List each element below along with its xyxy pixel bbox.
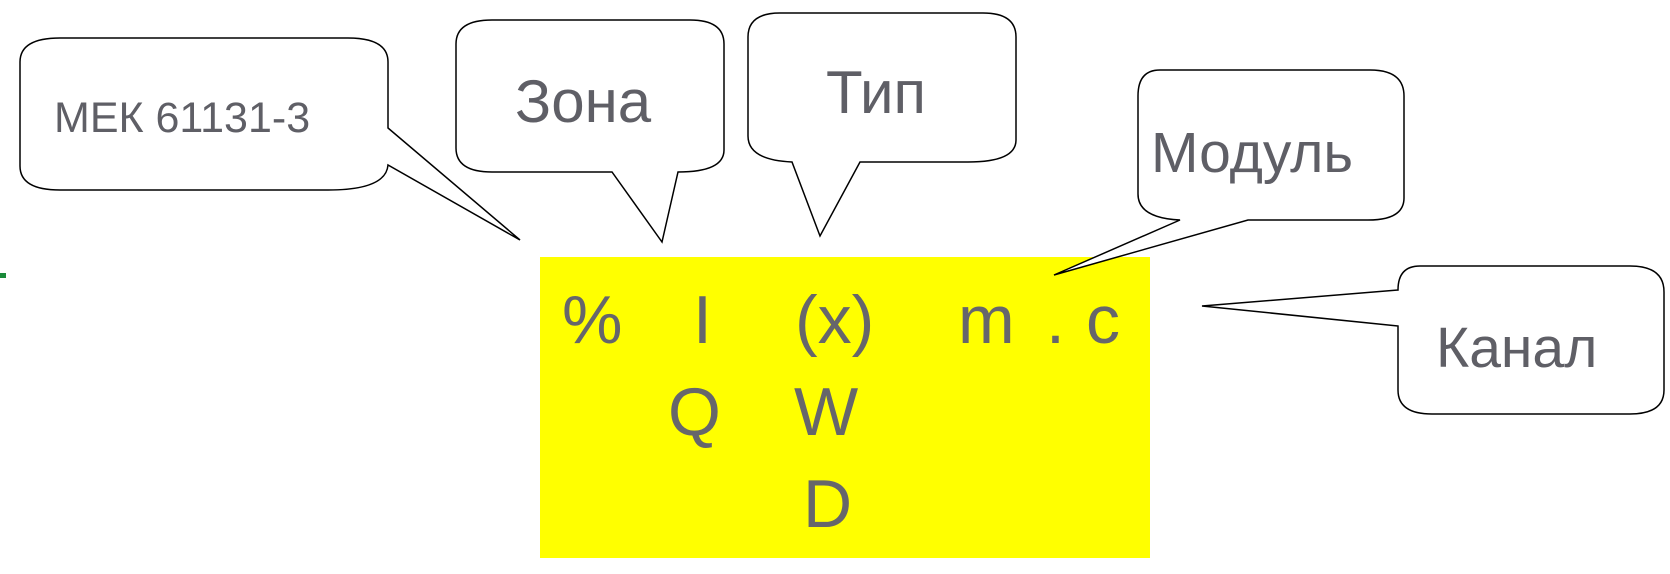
callout-standard-label: МЕК 61131-3 <box>54 94 310 142</box>
callout-standard: МЕК 61131-3 <box>19 37 521 241</box>
zone-q: Q <box>668 374 721 450</box>
callout-channel: Канал <box>1201 265 1665 415</box>
type-d: D <box>803 466 852 542</box>
address-notation: % I (x) m . c Q W D <box>562 282 1120 542</box>
callout-zone: Зона <box>455 19 725 244</box>
module-channel-dot: . <box>1046 282 1065 358</box>
callout-module-bubble <box>1053 69 1405 276</box>
channel-c: c <box>1086 282 1120 358</box>
zone-i: I <box>693 282 712 358</box>
callout-type-label: Тип <box>826 59 926 126</box>
callout-type-bubble <box>747 12 1017 238</box>
address-highlight-box <box>540 257 1150 558</box>
callout-standard-bubble <box>19 37 521 241</box>
callout-zone-bubble <box>455 19 725 244</box>
left-edge-mark <box>0 273 6 278</box>
callout-zone-label: Зона <box>515 68 652 135</box>
callout-module-label: Модуль <box>1151 121 1353 185</box>
module-m: m <box>958 282 1015 358</box>
callout-channel-bubble <box>1201 265 1665 415</box>
callout-module: Модуль <box>1053 69 1405 276</box>
type-x: (x) <box>795 282 874 358</box>
type-w: W <box>794 374 858 450</box>
address-prefix: % <box>562 282 622 358</box>
callout-type: Тип <box>747 12 1017 238</box>
callout-channel-label: Канал <box>1436 316 1597 380</box>
